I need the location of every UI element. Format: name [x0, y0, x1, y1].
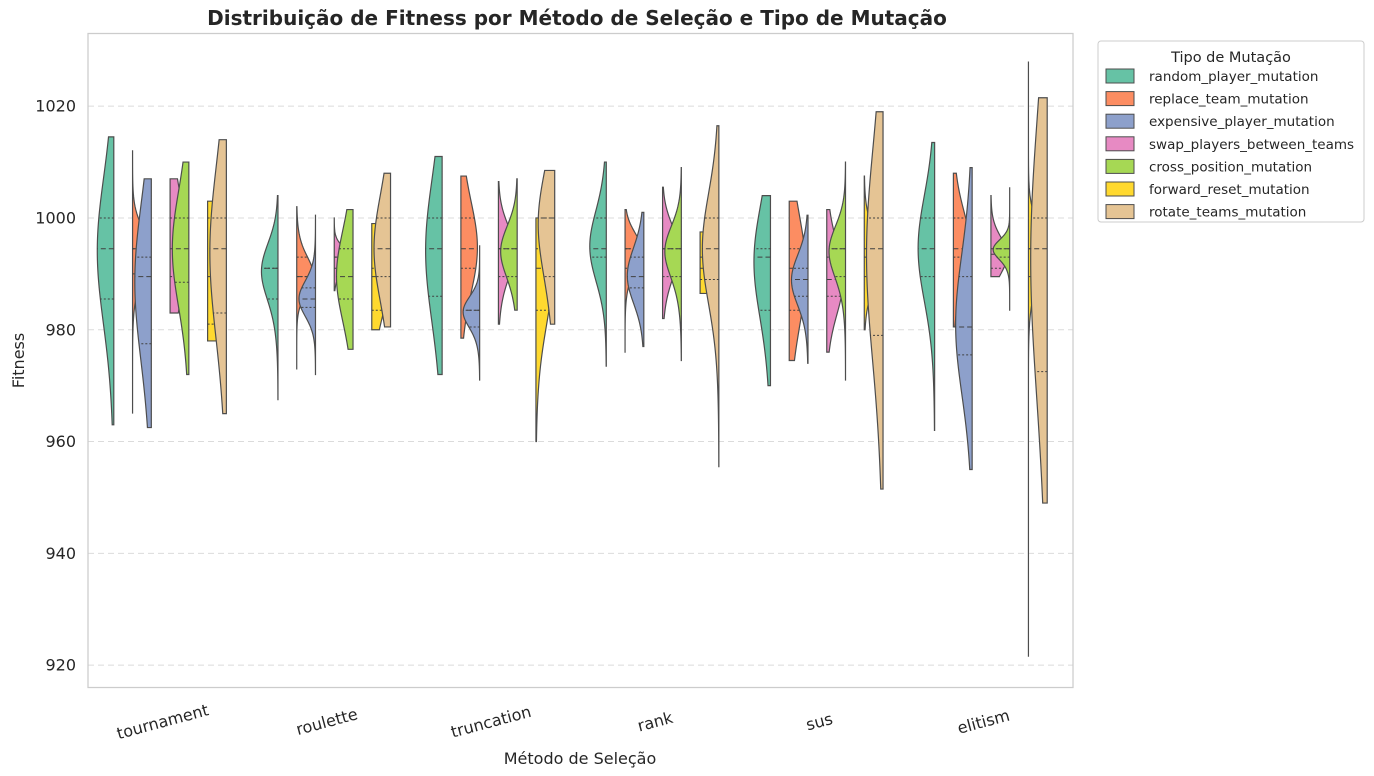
- violin-half: [865, 111, 884, 490]
- violin-half: [955, 167, 973, 471]
- violin-half: [425, 155, 443, 376]
- plot-frame: [87, 32, 1074, 689]
- y-axis: 920 940 960 980 1000 1020: [35, 97, 76, 675]
- legend-swatch: [1105, 204, 1135, 220]
- y-tick-label: 920: [45, 656, 76, 675]
- legend-label: swap_players_between_teams: [1149, 137, 1354, 153]
- y-tick-label: 1000: [35, 208, 76, 227]
- legend-swatch: [1105, 113, 1135, 129]
- legend-title: Tipo de Mutação: [1170, 50, 1291, 66]
- y-grid: [88, 105, 1073, 666]
- violin-half: [753, 195, 772, 387]
- y-tick-label: 960: [45, 432, 76, 451]
- violin-half: [790, 214, 809, 364]
- legend-label: rotate_teams_mutation: [1149, 205, 1306, 221]
- legend-swatch: [1105, 181, 1135, 197]
- legend-swatch: [1105, 91, 1135, 107]
- violin-half: [701, 125, 720, 468]
- x-tick-label: roulette: [294, 704, 360, 739]
- legend-swatch: [1105, 68, 1135, 84]
- y-tick-label: 980: [45, 320, 76, 339]
- x-tick-label: elitism: [955, 706, 1011, 738]
- legend: Tipo de Mutação random_player_mutationre…: [1097, 40, 1365, 223]
- x-tick-label: sus: [804, 709, 835, 734]
- violin-half: [1030, 97, 1048, 504]
- legend-frame: [1097, 40, 1365, 223]
- legend-label: cross_position_mutation: [1149, 159, 1312, 175]
- violin-half: [462, 245, 481, 381]
- chart-title: Distribuição de Fitness por Método de Se…: [207, 6, 947, 30]
- legend-swatch: [1105, 136, 1135, 152]
- legend-label: expensive_player_mutation: [1149, 114, 1335, 130]
- violin-half: [626, 211, 645, 348]
- x-tick-label: rank: [635, 708, 675, 736]
- x-tick-label: truncation: [449, 702, 534, 742]
- y-axis-label: Fitness: [9, 333, 28, 388]
- x-axis: tournament roulette truncation rank sus eliti…: [115, 700, 1012, 743]
- violin-half: [828, 161, 847, 381]
- violin-half: [298, 214, 317, 376]
- y-tick-label: 1020: [35, 97, 76, 116]
- violin-half: [209, 139, 227, 415]
- violin-half: [537, 169, 556, 325]
- legend-label: random_player_mutation: [1149, 69, 1318, 85]
- y-tick-label: 940: [45, 544, 76, 563]
- x-tick-label: tournament: [115, 700, 211, 743]
- violin-half: [589, 161, 607, 367]
- violin-half: [171, 161, 190, 376]
- x-axis-label: Método de Seleção: [504, 749, 657, 768]
- violin-half: [335, 208, 354, 350]
- violin-half: [134, 178, 152, 429]
- violin-half: [500, 178, 518, 311]
- violin-plot-area: [96, 61, 1048, 657]
- violin-half: [664, 167, 682, 362]
- violin-half: [917, 141, 936, 431]
- violin-half: [260, 195, 279, 401]
- legend-label: forward_reset_mutation: [1149, 182, 1310, 198]
- legend-swatch: [1105, 158, 1135, 174]
- legend-label: replace_team_mutation: [1149, 92, 1309, 108]
- violin-half: [96, 136, 115, 426]
